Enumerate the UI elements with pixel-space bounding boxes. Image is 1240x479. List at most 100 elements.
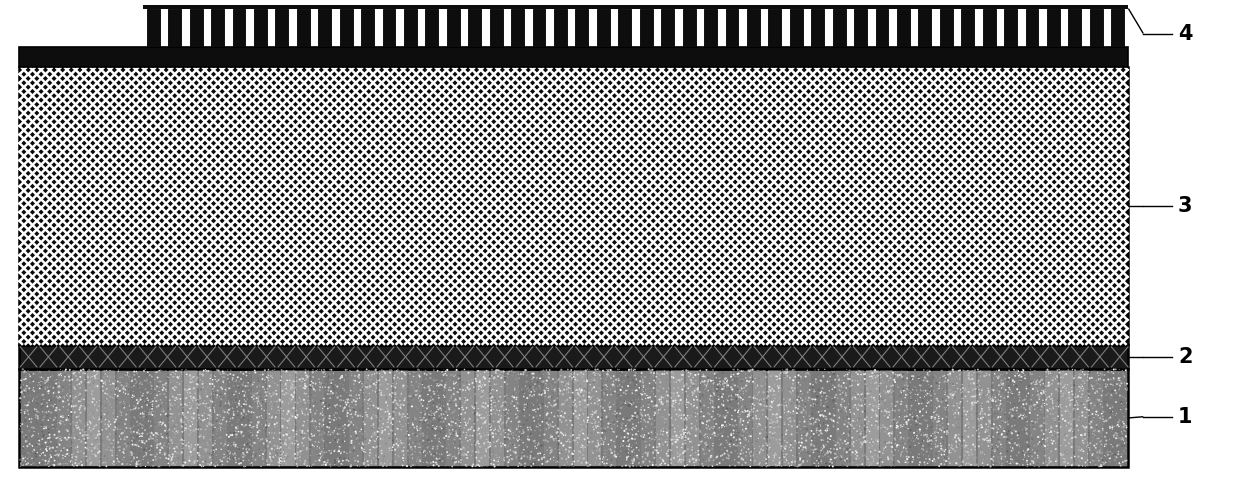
Point xyxy=(337,411,357,419)
Point xyxy=(134,446,154,454)
Point xyxy=(512,436,532,444)
Point xyxy=(479,398,498,406)
Point xyxy=(800,419,820,427)
Point xyxy=(351,425,371,433)
Point xyxy=(373,425,393,433)
Point xyxy=(570,401,590,409)
Point xyxy=(366,431,386,438)
Point xyxy=(542,388,562,396)
Point xyxy=(145,385,165,393)
Point xyxy=(854,457,874,465)
Point xyxy=(844,382,864,389)
Point xyxy=(719,421,739,429)
Point xyxy=(846,395,866,403)
Point xyxy=(495,433,515,440)
Point xyxy=(734,397,754,404)
Point xyxy=(484,461,503,468)
Point xyxy=(401,451,420,459)
Point xyxy=(12,365,32,373)
Point xyxy=(201,420,221,428)
Point xyxy=(634,433,653,441)
Point xyxy=(997,458,1017,466)
Point xyxy=(1112,434,1132,442)
Point xyxy=(507,407,527,414)
Point xyxy=(547,398,567,405)
Point xyxy=(619,366,639,374)
Point xyxy=(990,434,1009,442)
Point xyxy=(847,449,867,456)
Point xyxy=(569,385,589,392)
Point xyxy=(790,456,810,463)
Point xyxy=(92,420,112,427)
Point xyxy=(372,433,392,440)
Point xyxy=(584,401,604,409)
Point xyxy=(239,408,259,415)
Point xyxy=(918,417,937,425)
Point xyxy=(371,380,391,388)
Point xyxy=(109,388,129,396)
Point xyxy=(296,400,316,408)
Point xyxy=(378,440,398,447)
Point xyxy=(320,371,340,378)
Point xyxy=(670,452,689,459)
Point xyxy=(722,396,742,403)
Point xyxy=(1090,370,1110,377)
Point xyxy=(959,375,978,382)
Point xyxy=(35,412,55,420)
Point xyxy=(520,411,539,419)
Point xyxy=(621,434,641,442)
Point xyxy=(776,428,796,435)
Point xyxy=(165,433,185,441)
Point xyxy=(401,440,420,448)
Point xyxy=(882,456,901,464)
Point xyxy=(570,388,590,396)
Point xyxy=(331,381,351,388)
Point xyxy=(459,387,479,394)
Point xyxy=(159,427,179,434)
Point xyxy=(190,444,210,451)
Point xyxy=(1012,414,1032,422)
Point xyxy=(89,430,109,438)
Point xyxy=(812,460,832,468)
Point xyxy=(253,450,273,458)
Point xyxy=(1078,386,1097,393)
Point xyxy=(532,455,552,463)
Point xyxy=(693,420,713,427)
Point xyxy=(184,436,203,444)
Point xyxy=(414,396,434,404)
Point xyxy=(1054,451,1074,458)
Point xyxy=(104,419,124,426)
Point xyxy=(893,370,913,378)
Point xyxy=(791,374,811,382)
Point xyxy=(533,436,553,444)
Point xyxy=(19,399,38,406)
Point xyxy=(228,403,248,411)
Point xyxy=(882,454,901,462)
Point xyxy=(954,396,973,403)
Text: 3: 3 xyxy=(1178,196,1193,216)
Point xyxy=(248,436,268,444)
Point xyxy=(47,375,67,383)
Point xyxy=(620,463,640,470)
Point xyxy=(444,375,464,383)
Point xyxy=(730,435,750,443)
Point xyxy=(336,456,356,464)
Point xyxy=(1086,444,1106,452)
Point xyxy=(48,383,68,391)
Point xyxy=(538,378,558,386)
Point xyxy=(911,445,931,453)
Point xyxy=(68,443,88,451)
Point xyxy=(1102,379,1122,387)
Point xyxy=(496,374,516,382)
Point xyxy=(832,395,852,403)
Point xyxy=(115,390,135,398)
Point xyxy=(622,435,642,443)
Point xyxy=(415,452,435,460)
Point xyxy=(563,368,583,376)
Point xyxy=(928,395,947,402)
Point xyxy=(83,389,103,397)
Point xyxy=(1074,439,1094,447)
Point xyxy=(205,420,224,428)
Point xyxy=(934,456,954,464)
Point xyxy=(314,436,334,444)
